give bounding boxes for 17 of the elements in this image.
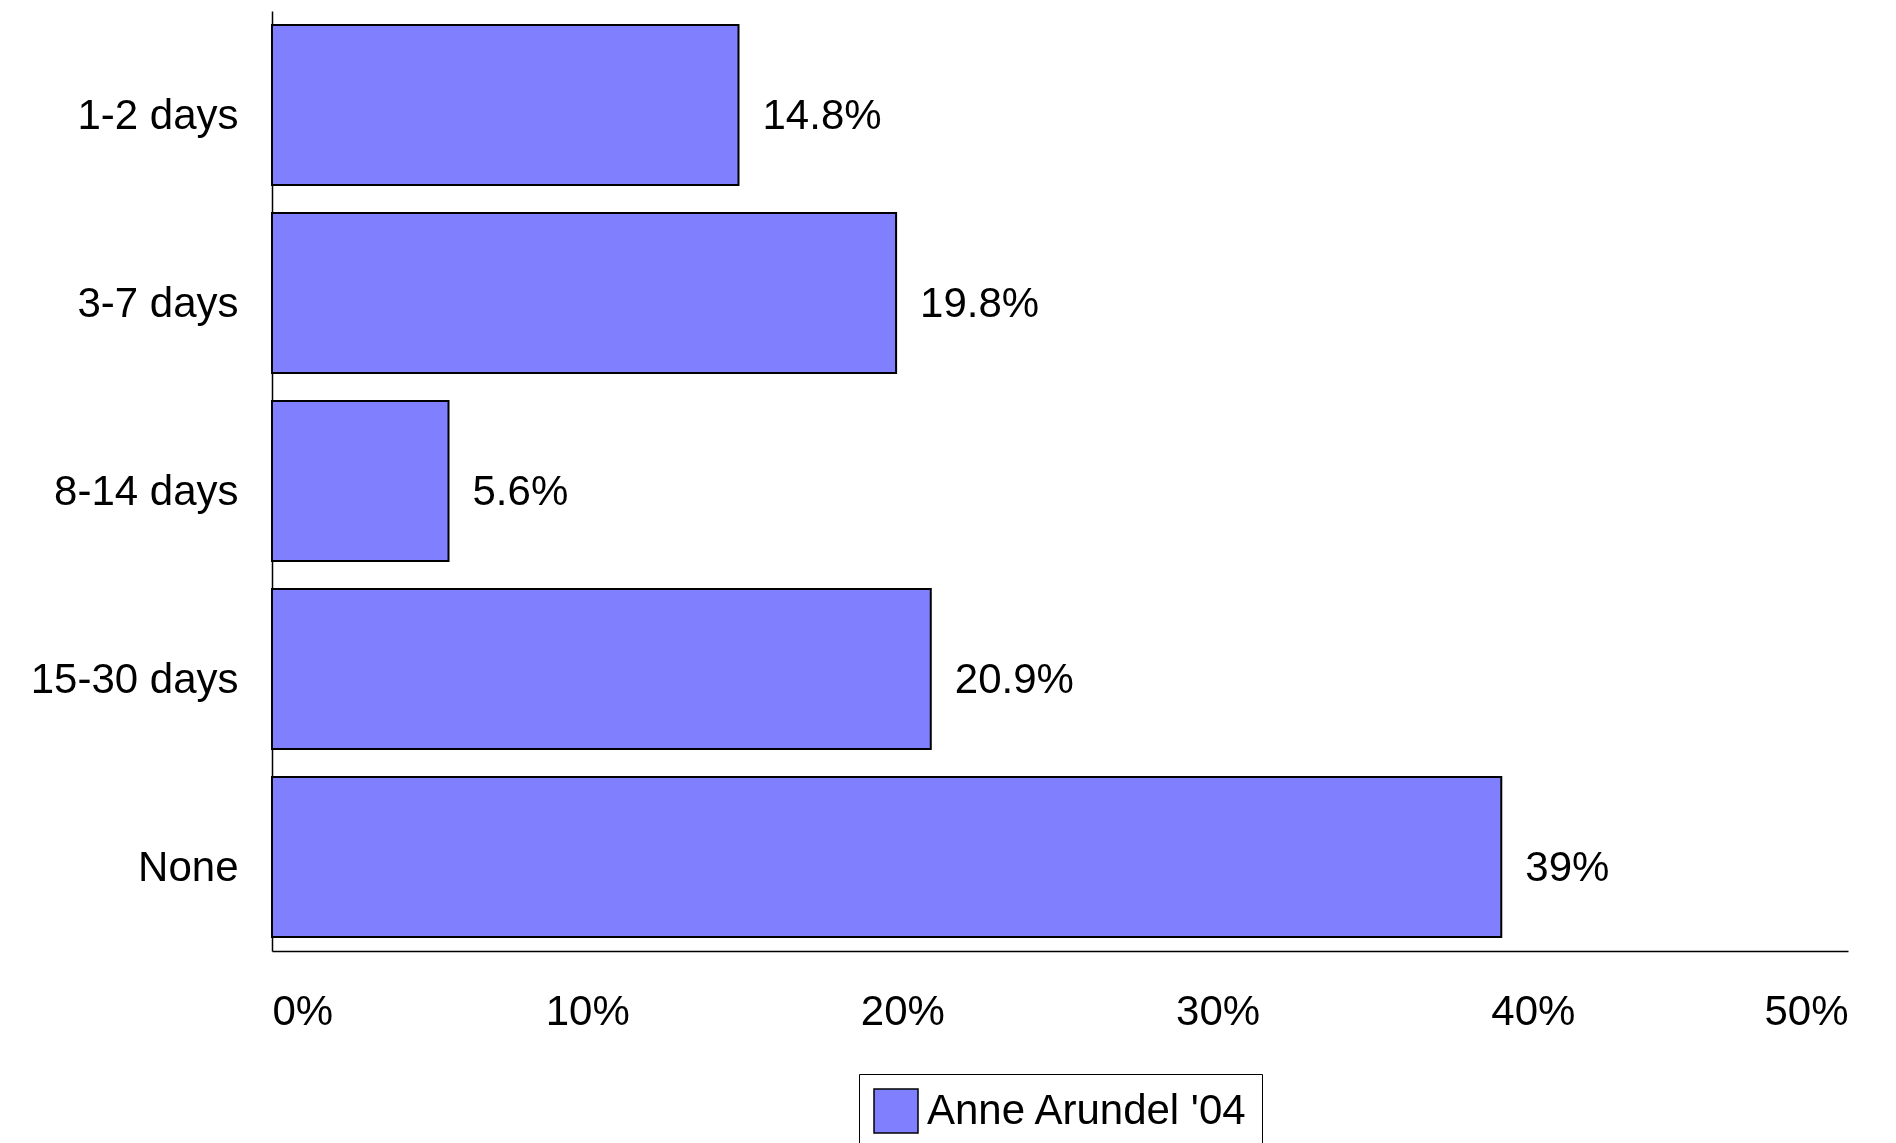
data-label: 19.8% (920, 279, 1040, 326)
x-tick-label: 0% (272, 986, 334, 1034)
x-tick-label: 10% (545, 986, 630, 1034)
data-label: 14.8% (762, 91, 882, 138)
y-tick-label: 15-30 days (30, 655, 239, 702)
x-tick-label: 40% (1491, 986, 1576, 1034)
y-tick-label: 3-7 days (77, 279, 239, 326)
data-label: 20.9% (954, 655, 1074, 702)
data-label: 5.6% (472, 467, 569, 514)
y-tick-label: 1-2 days (77, 91, 239, 138)
legend-label: Anne Arundel '04 (927, 1086, 1246, 1133)
x-tick-label: 20% (860, 986, 945, 1034)
data-label: 39% (1525, 843, 1610, 890)
x-tick-label: 30% (1176, 986, 1261, 1034)
y-tick-label: 8-14 days (54, 467, 239, 514)
x-tick-label: 50% (1764, 986, 1849, 1034)
y-tick-label: None (138, 843, 239, 890)
